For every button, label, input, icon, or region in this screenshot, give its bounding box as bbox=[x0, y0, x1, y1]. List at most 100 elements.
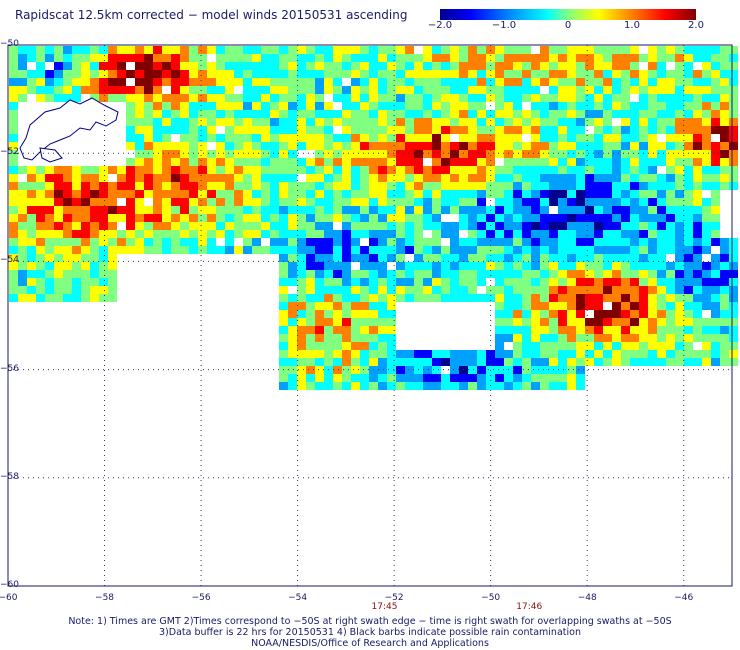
data-cell bbox=[108, 246, 117, 254]
data-cell bbox=[702, 182, 711, 190]
data-cell bbox=[126, 198, 135, 206]
data-cell bbox=[378, 166, 387, 174]
data-cell bbox=[711, 62, 720, 70]
data-cell bbox=[216, 110, 225, 118]
data-cell bbox=[351, 206, 360, 214]
data-cell bbox=[342, 158, 351, 166]
data-cell bbox=[648, 310, 657, 318]
data-cell bbox=[261, 142, 270, 150]
data-cell bbox=[153, 230, 162, 238]
data-cell bbox=[126, 118, 135, 126]
data-cell bbox=[333, 254, 342, 262]
data-cell bbox=[612, 94, 621, 102]
data-cell bbox=[486, 214, 495, 222]
data-cell bbox=[657, 78, 666, 86]
data-cell bbox=[225, 174, 234, 182]
data-cell bbox=[477, 358, 486, 366]
data-cell bbox=[252, 198, 261, 206]
data-cell bbox=[558, 150, 567, 158]
data-cell bbox=[648, 166, 657, 174]
data-cell bbox=[108, 254, 117, 262]
data-cell bbox=[477, 214, 486, 222]
data-cell bbox=[531, 334, 540, 342]
data-cell bbox=[54, 62, 63, 70]
data-cell bbox=[45, 190, 54, 198]
data-cell bbox=[612, 150, 621, 158]
data-cell bbox=[63, 70, 72, 78]
data-cell bbox=[711, 142, 720, 150]
data-cell bbox=[180, 166, 189, 174]
data-cell bbox=[486, 238, 495, 246]
data-cell bbox=[630, 150, 639, 158]
data-cell bbox=[468, 70, 477, 78]
data-cell bbox=[54, 78, 63, 86]
data-cell bbox=[378, 318, 387, 326]
data-cell bbox=[351, 214, 360, 222]
data-cell bbox=[522, 286, 531, 294]
data-cell bbox=[486, 174, 495, 182]
data-cell bbox=[351, 310, 360, 318]
data-cell bbox=[540, 254, 549, 262]
data-cell bbox=[432, 222, 441, 230]
data-cell bbox=[495, 166, 504, 174]
data-cell bbox=[27, 182, 36, 190]
data-cell bbox=[216, 102, 225, 110]
data-cell bbox=[189, 118, 198, 126]
data-cell bbox=[171, 182, 180, 190]
data-cell bbox=[45, 78, 54, 86]
data-cell bbox=[198, 54, 207, 62]
data-cell bbox=[315, 174, 324, 182]
data-cell bbox=[108, 86, 117, 94]
data-cell bbox=[306, 182, 315, 190]
data-cell bbox=[558, 294, 567, 302]
data-cell bbox=[513, 350, 522, 358]
data-cell bbox=[576, 134, 585, 142]
data-cell bbox=[558, 182, 567, 190]
data-cell bbox=[477, 142, 486, 150]
data-cell bbox=[63, 62, 72, 70]
data-cell bbox=[693, 142, 702, 150]
data-cell bbox=[720, 150, 729, 158]
data-cell bbox=[189, 158, 198, 166]
data-cell bbox=[378, 358, 387, 366]
data-cell bbox=[306, 54, 315, 62]
data-cell bbox=[306, 342, 315, 350]
data-cell bbox=[117, 78, 126, 86]
data-cell bbox=[576, 222, 585, 230]
data-cell bbox=[126, 182, 135, 190]
data-cell bbox=[261, 46, 270, 54]
data-cell bbox=[324, 158, 333, 166]
data-cell bbox=[603, 158, 612, 166]
data-cell bbox=[72, 174, 81, 182]
data-cell bbox=[711, 70, 720, 78]
data-cell bbox=[99, 246, 108, 254]
data-cell bbox=[441, 166, 450, 174]
data-cell bbox=[729, 118, 738, 126]
data-cell bbox=[549, 374, 558, 382]
data-cell bbox=[315, 182, 324, 190]
latitude-label: −54 bbox=[0, 255, 19, 266]
data-cell bbox=[702, 326, 711, 334]
data-cell bbox=[243, 54, 252, 62]
data-cell bbox=[126, 54, 135, 62]
data-cell bbox=[531, 142, 540, 150]
data-cell bbox=[504, 230, 513, 238]
data-cell bbox=[558, 254, 567, 262]
data-cell bbox=[729, 182, 738, 190]
data-cell bbox=[81, 198, 90, 206]
data-cell bbox=[126, 214, 135, 222]
data-cell bbox=[216, 62, 225, 70]
data-cell bbox=[495, 134, 504, 142]
data-cell bbox=[216, 198, 225, 206]
data-cell bbox=[711, 214, 720, 222]
data-cell bbox=[153, 190, 162, 198]
data-cell bbox=[198, 86, 207, 94]
data-cell bbox=[630, 198, 639, 206]
data-cell bbox=[576, 230, 585, 238]
data-cell bbox=[189, 238, 198, 246]
data-cell bbox=[387, 382, 396, 390]
data-cell bbox=[477, 62, 486, 70]
data-cell bbox=[594, 150, 603, 158]
data-cell bbox=[252, 102, 261, 110]
data-cell bbox=[504, 78, 513, 86]
